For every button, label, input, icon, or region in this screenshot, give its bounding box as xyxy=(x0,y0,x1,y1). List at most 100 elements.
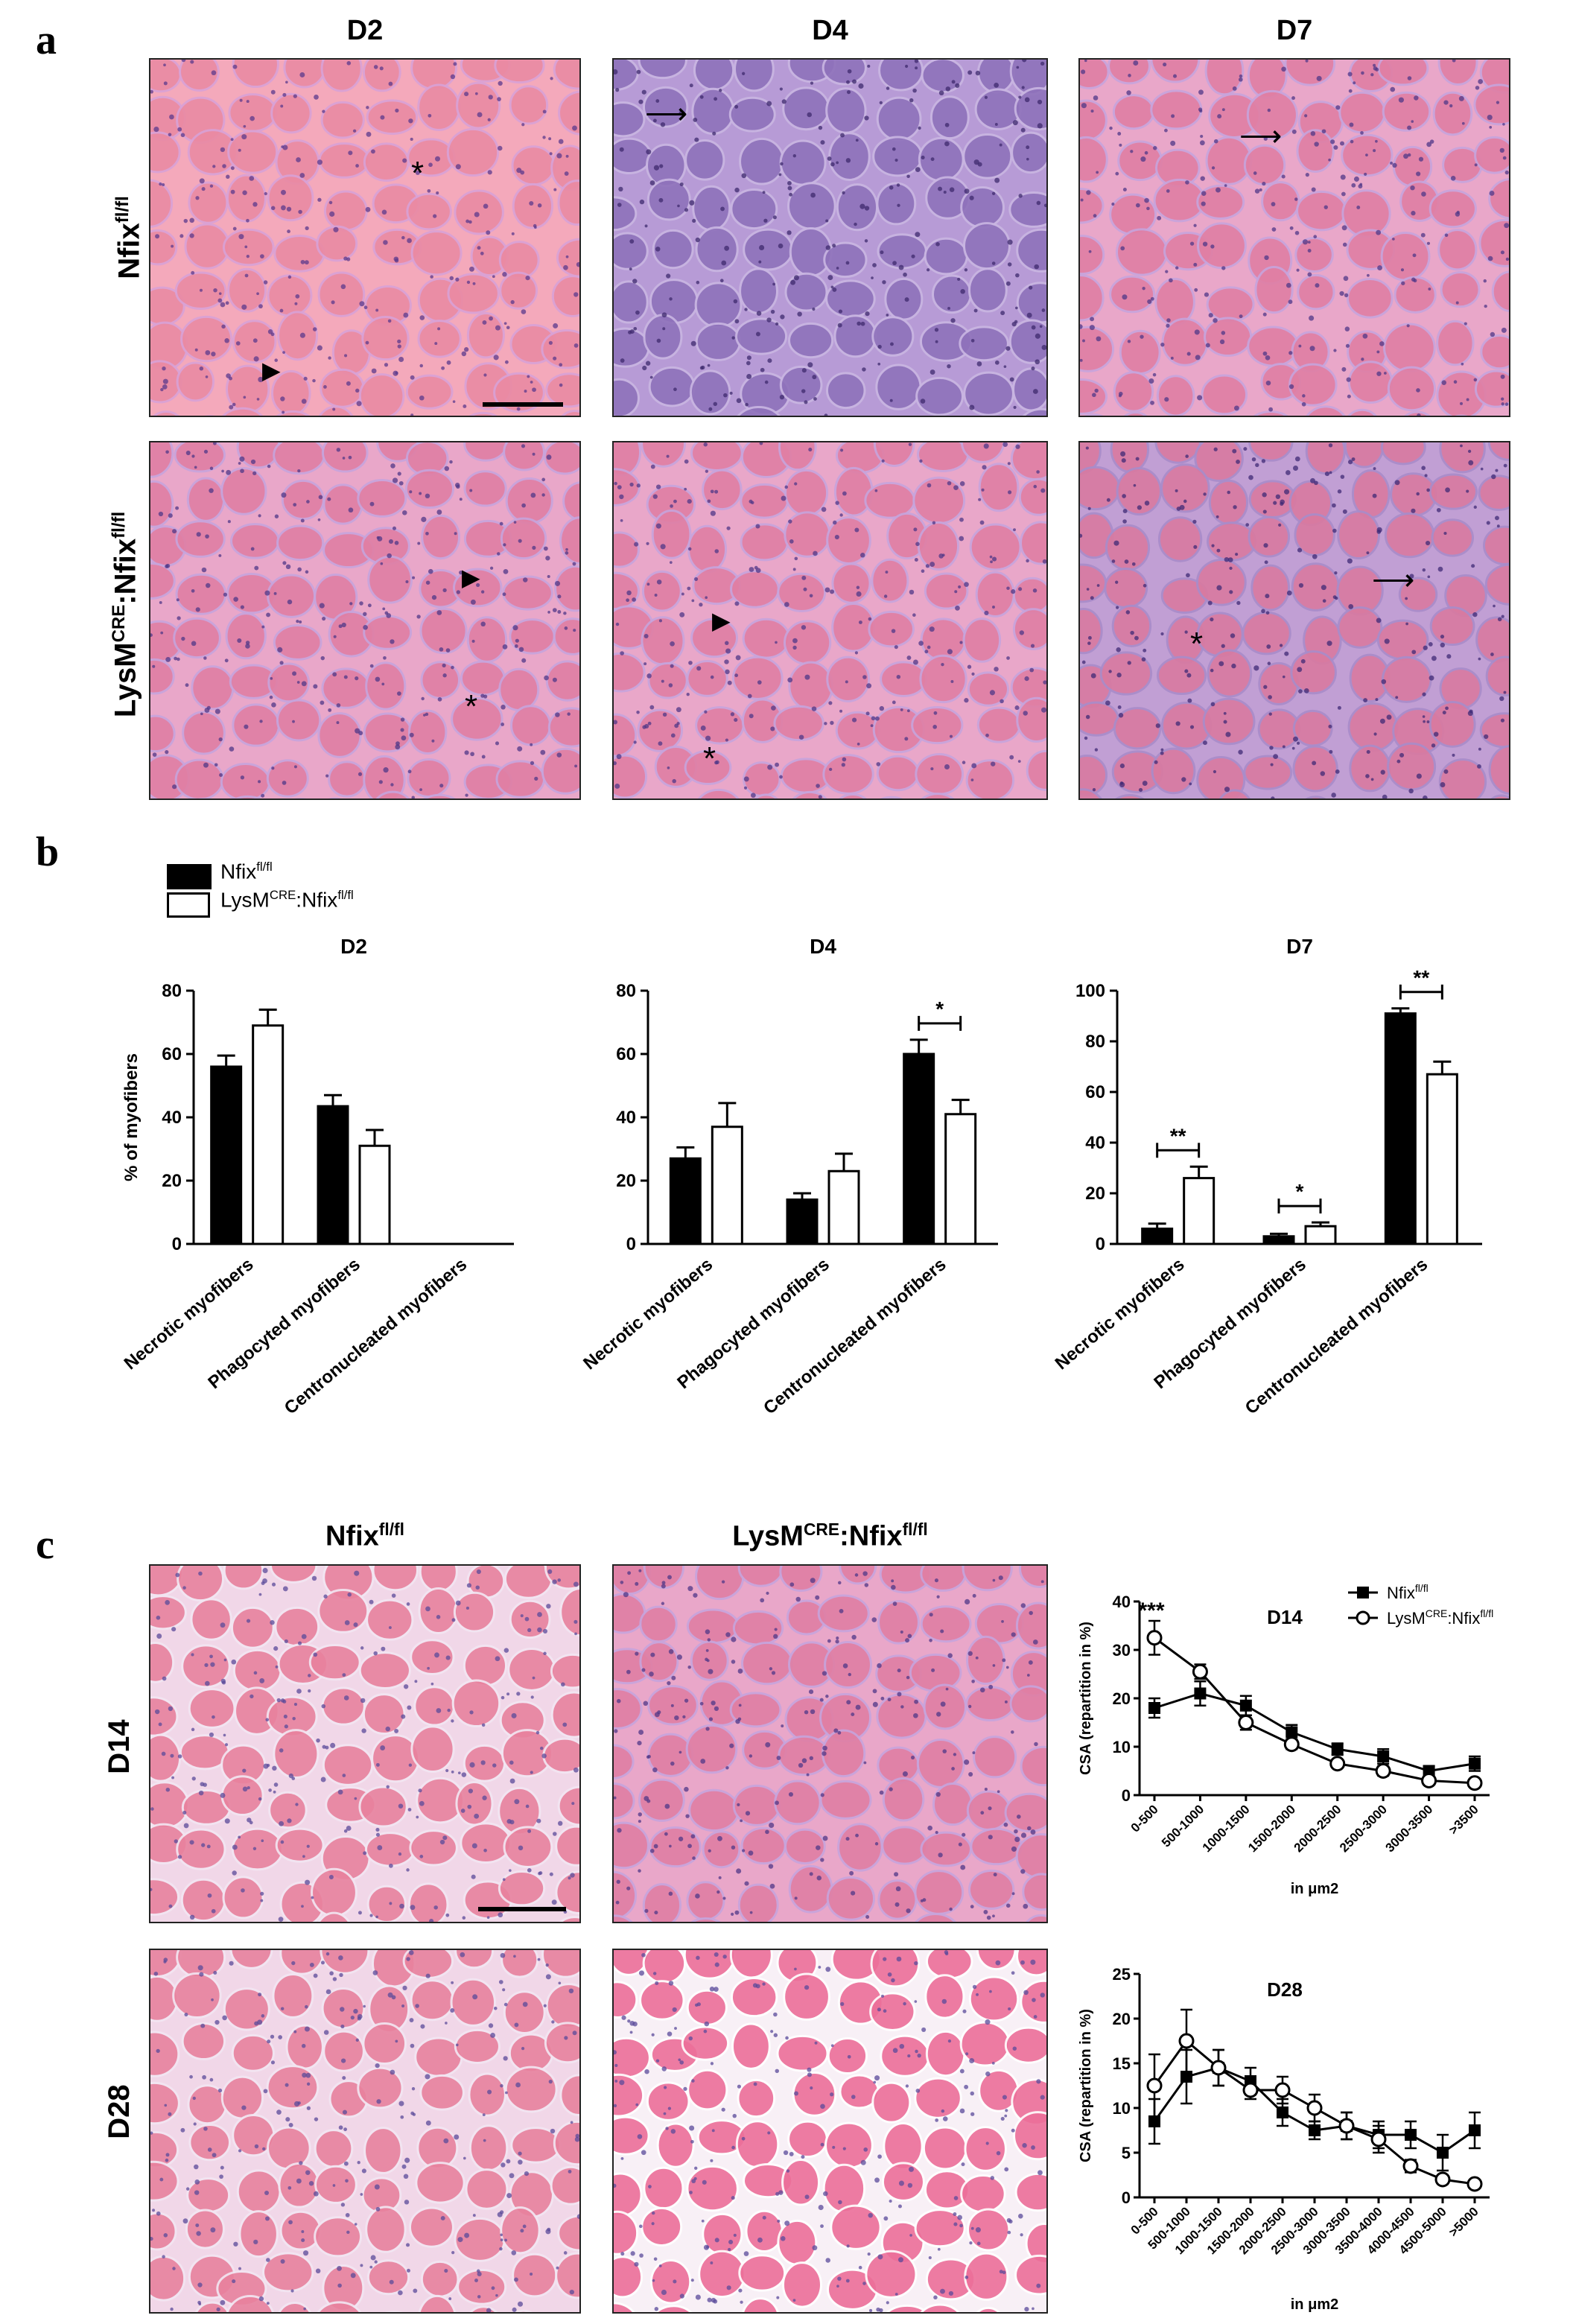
legend-nfix-sup: fl/fl xyxy=(256,860,273,874)
micrograph-image xyxy=(150,1566,579,1922)
y-tick-label: 0 xyxy=(1122,1786,1131,1805)
y-tick-label: 0 xyxy=(626,1234,636,1254)
legend-label: Nfixfl/fl xyxy=(1387,1582,1429,1602)
bar xyxy=(252,1024,285,1245)
panel-label-a: a xyxy=(36,17,57,63)
y-tick-label: 60 xyxy=(616,1044,636,1064)
y-tick-label: 80 xyxy=(616,981,636,1001)
data-point xyxy=(1178,2033,1195,2049)
data-point xyxy=(1370,2131,1387,2147)
chart-title: D2 xyxy=(340,935,367,958)
micrograph-a-nfix-d4 xyxy=(612,58,1048,417)
y-tick-label: 80 xyxy=(1085,1032,1105,1052)
micrograph-a-lysm-d4 xyxy=(612,441,1048,800)
data-point xyxy=(1375,1763,1391,1779)
legend-swatch-nfix xyxy=(167,864,212,889)
bar xyxy=(711,1126,743,1245)
legend-lysm-prefix: LysM xyxy=(220,888,270,912)
y-tick-label: 10 xyxy=(1113,1738,1131,1756)
data-point xyxy=(1146,1630,1163,1646)
panel-label-b: b xyxy=(36,829,60,875)
bar xyxy=(1262,1235,1295,1245)
x-axis-label: in μm2 xyxy=(1291,2296,1338,2313)
asterisk-mark: * xyxy=(1190,626,1204,662)
row-label-lysm-prefix-sup: CRE xyxy=(109,604,129,643)
data-point xyxy=(1146,2077,1163,2094)
asterisk-mark: * xyxy=(411,155,425,191)
y-tick-label: 15 xyxy=(1113,2054,1131,2073)
x-tick-label: Centronucleated myofibers xyxy=(760,1254,950,1418)
y-tick-label: 5 xyxy=(1122,2144,1131,2162)
asterisk-mark: * xyxy=(703,740,716,777)
data-point xyxy=(1180,2071,1192,2083)
bar xyxy=(827,1169,860,1245)
arrowhead-mark: ▶ xyxy=(712,607,731,634)
arrow-mark: ⟶ xyxy=(1372,564,1415,597)
column-header-lysm: LysMCRE:Nfixfl/fl xyxy=(732,1520,928,1552)
col-header-nfix-sup: fl/fl xyxy=(378,1520,404,1539)
bar xyxy=(210,1065,243,1245)
y-tick-label: 80 xyxy=(162,981,182,1001)
x-tick-label: >5000 xyxy=(1446,2204,1481,2239)
y-axis-label: % of myofibers xyxy=(121,1053,142,1181)
arrow-mark: ⟶ xyxy=(1239,120,1283,153)
scale-bar xyxy=(478,1907,566,1911)
row-label-lysm-nfix: LysMCRE:Nfixfl/fl xyxy=(109,511,142,718)
y-tick-label: 30 xyxy=(1113,1641,1131,1660)
chart-title: D14 xyxy=(1267,1606,1303,1628)
x-tick-label: 0-500 xyxy=(1128,1802,1161,1835)
legend-label-nfix: Nfixfl/fl xyxy=(220,860,273,883)
row-label-nfix: Nfixfl/fl xyxy=(104,111,146,364)
row-label-nfix-sup: fl/fl xyxy=(112,196,133,223)
significance-label: * xyxy=(935,997,944,1020)
data-point xyxy=(1286,1726,1298,1739)
micrograph-c-nfix-d14 xyxy=(149,1564,581,1923)
data-point xyxy=(1238,1715,1254,1730)
bar xyxy=(903,1053,935,1245)
bar xyxy=(1304,1225,1337,1245)
significance-label: * xyxy=(1296,1180,1304,1203)
row-label-d14: D14 xyxy=(103,1719,136,1774)
legend-marker xyxy=(1356,1610,1370,1625)
data-point xyxy=(1421,1773,1437,1788)
bar xyxy=(1384,1012,1417,1245)
legend-lysm-base: Nfix xyxy=(302,888,338,912)
y-tick-label: 20 xyxy=(1113,1689,1131,1708)
chart-title: D4 xyxy=(810,935,836,958)
data-point xyxy=(1194,1687,1207,1700)
micrograph-a-lysm-d2 xyxy=(149,441,581,800)
asterisk-mark: * xyxy=(465,688,478,725)
legend-label-lysm: LysMCRE:Nfixfl/fl xyxy=(220,888,354,912)
data-point xyxy=(1274,2082,1291,2098)
legend-swatch-lysm xyxy=(167,892,210,918)
data-point xyxy=(1469,2124,1481,2136)
y-axis-label: CSA (repartition in %) xyxy=(1078,2009,1094,2162)
micrograph-a-nfix-d2 xyxy=(149,58,581,417)
arrow-mark: ⟶ xyxy=(645,98,688,130)
data-point xyxy=(1306,2100,1323,2116)
y-tick-label: 40 xyxy=(1085,1133,1105,1153)
series-line xyxy=(1154,1636,1475,1785)
x-axis-label: in μm2 xyxy=(1291,1881,1338,1897)
micrograph-c-nfix-d28 xyxy=(149,1949,581,2314)
significance-label: ** xyxy=(1170,1124,1186,1147)
legend-lysm-sup: fl/fl xyxy=(337,888,354,902)
legend-marker xyxy=(1357,1587,1369,1598)
y-tick-label: 20 xyxy=(1085,1184,1105,1204)
micrograph-c-lysm-d14 xyxy=(612,1564,1048,1923)
arrowhead-mark: ▶ xyxy=(262,357,281,384)
micrograph-image xyxy=(614,60,1046,416)
chart-title: D7 xyxy=(1286,935,1313,958)
col-header-lysm-prefix: LysM xyxy=(732,1520,804,1552)
legend-label: LysMCRE:Nfixfl/fl xyxy=(1387,1607,1493,1628)
col-header-lysm-prefix-sup: CRE xyxy=(803,1520,840,1539)
data-point xyxy=(1283,1736,1300,1753)
row-label-nfix-base: Nfix xyxy=(112,223,146,279)
significance-label: *** xyxy=(1138,1598,1164,1623)
column-title-d2: D2 xyxy=(346,15,384,46)
x-tick-label: Necrotic myofibers xyxy=(579,1254,716,1374)
data-point xyxy=(1242,2082,1259,2098)
arrowhead-mark: ▶ xyxy=(462,564,480,591)
